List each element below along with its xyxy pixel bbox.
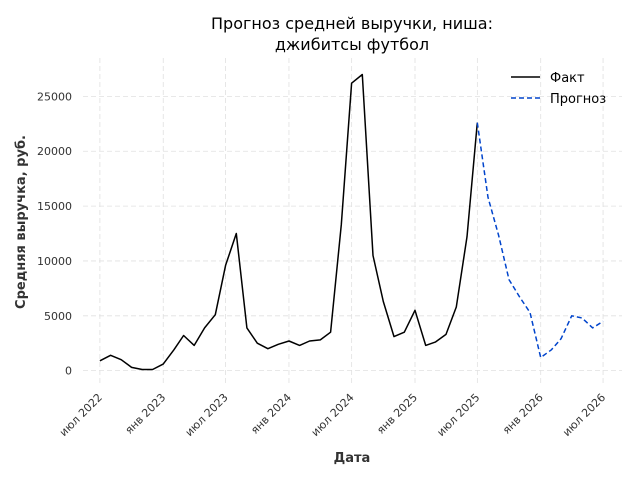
y-tick-label: 25000 <box>37 90 72 103</box>
x-tick-label: янв 2025 <box>374 391 420 437</box>
series-line-forecast <box>476 122 604 359</box>
y-tick-label: 10000 <box>37 255 72 268</box>
x-tick-label: янв 2024 <box>248 391 294 437</box>
x-tick-label: июл 2023 <box>183 391 231 439</box>
series-lines <box>99 73 604 371</box>
y-tick-label: 20000 <box>37 145 72 158</box>
x-axis-ticks: июл 2022 янв 2023 июл 2023 янв 2024 июл 2024… <box>57 391 608 439</box>
x-axis-label: Дата <box>334 451 371 466</box>
legend: Факт Прогноз <box>511 71 606 107</box>
y-tick-label: 0 <box>65 365 72 378</box>
y-tick-label: 5000 <box>44 310 72 323</box>
legend-label-fact: Факт <box>550 71 585 86</box>
chart-title-line-1: Прогноз средней выручки, ниша: <box>211 14 493 33</box>
legend-label-forecast: Прогноз <box>550 92 606 107</box>
x-tick-label: июл 2022 <box>57 391 105 439</box>
gridlines <box>83 58 622 386</box>
y-tick-label: 15000 <box>37 200 72 213</box>
y-axis-ticks: 0 5000 10000 15000 20000 25000 <box>37 90 72 377</box>
x-tick-label: янв 2026 <box>500 391 546 437</box>
x-tick-label: июл 2026 <box>560 391 608 439</box>
series-line-fact <box>99 73 479 371</box>
y-axis-label: Средняя выручка, руб. <box>14 135 29 309</box>
x-tick-label: июл 2024 <box>309 391 357 439</box>
x-tick-label: янв 2023 <box>123 391 169 437</box>
x-tick-label: июл 2025 <box>434 391 482 439</box>
chart-title-line-2: джибитсы футбол <box>275 35 429 54</box>
